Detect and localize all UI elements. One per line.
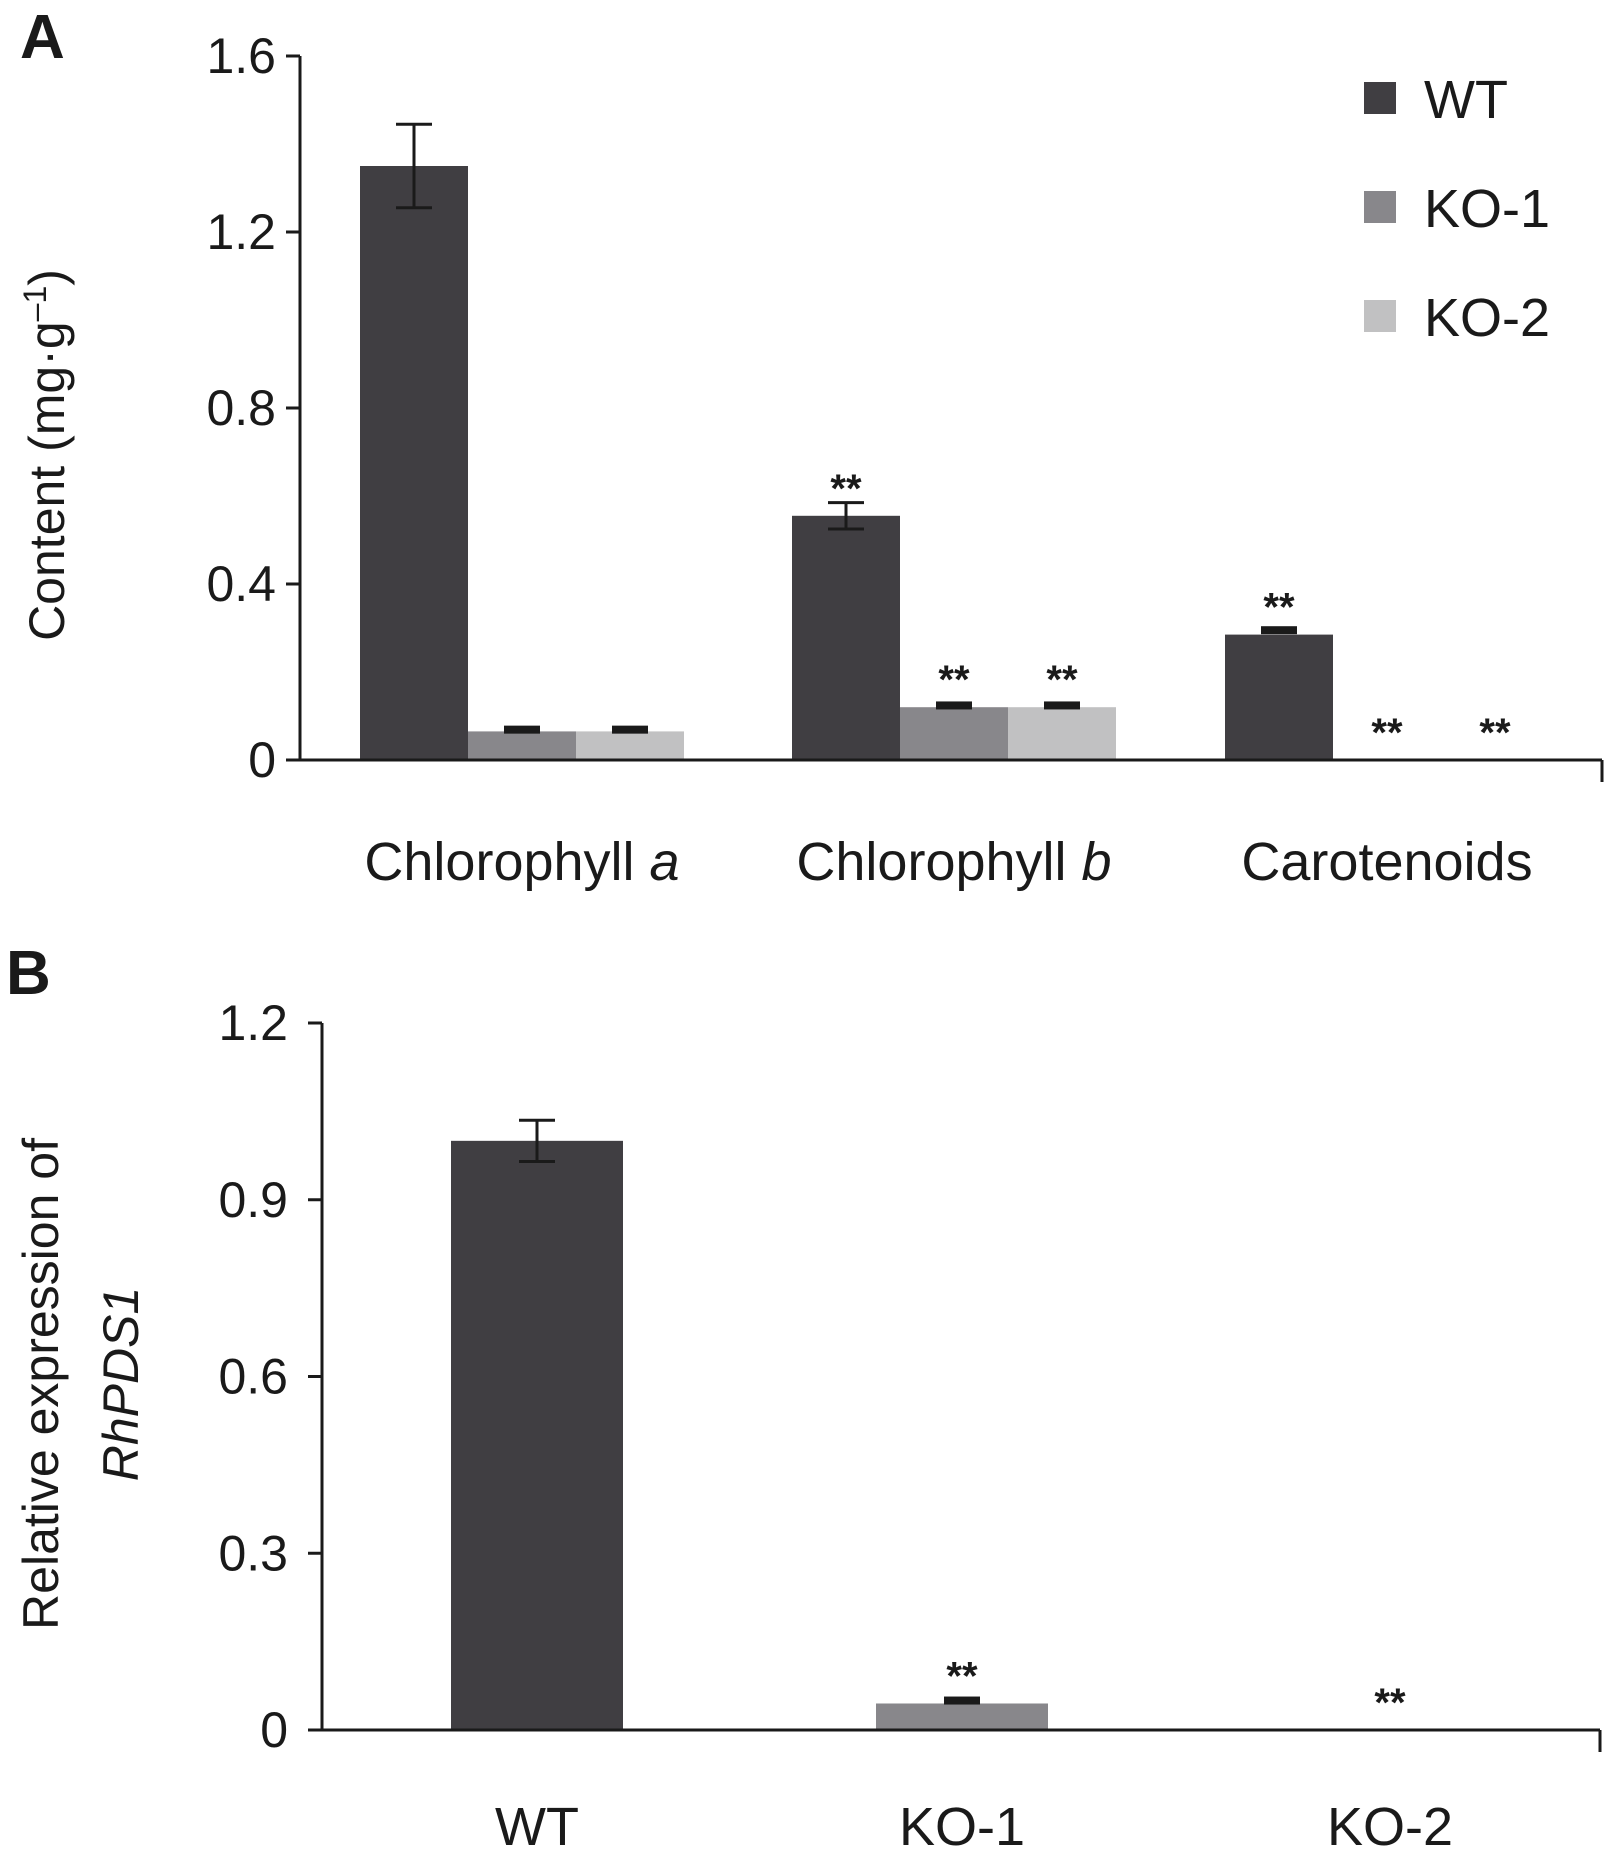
panel-b-y-tick-label: 0.3 [218,1525,288,1581]
panel-a-x-category-label-italic: a [650,832,680,892]
panel-a-significance-marker: ** [1263,586,1295,630]
panel-b-x-category-label: KO-1 [899,1797,1025,1849]
panel-a-significance-marker: ** [1371,711,1403,755]
panel-a-error-cap [504,725,540,734]
panel-a-bar [1008,707,1116,760]
panel-a-bar [792,515,900,760]
panel-b-y-axis-label-line1: Relative expression of [13,1138,69,1630]
panel-a-legend-label: KO-2 [1424,288,1550,348]
panel-a-y-axis-label-close: ) [19,269,75,286]
panel-b-chart: B Relative expression of RhPDS1 ** ** 0 0.… [6,939,1602,1849]
panel-b-bar [876,1703,1048,1730]
panel-a-error-cap [1261,626,1297,635]
panel-b-y-axis-label-line2: RhPDS1 [93,1287,149,1482]
panel-a-bar [576,731,684,760]
panel-a-bars: ** ** ** ** ** ** [360,122,1511,760]
panel-a-x-category-label: Chlorophyll b [796,832,1111,892]
panel-b-letter: B [6,939,51,1008]
panel-a-y-axis-label-sup: –1 [17,286,53,322]
panel-a-legend-label: WT [1424,70,1508,130]
panel-a-x-category-label: Carotenoids [1241,832,1532,892]
panel-a-bar [900,707,1008,760]
panel-b-y-tick-label: 0.9 [218,1172,288,1228]
panel-a-significance-marker: ** [938,658,970,702]
panel-a-y-tick-label: 0.8 [206,380,276,436]
panel-b-significance-marker: ** [946,1654,978,1698]
panel-b-bar [451,1140,623,1730]
panel-a-legend-swatch [1364,300,1396,332]
panel-a-error-cap [1044,701,1080,710]
panel-b-x-category-label: WT [495,1797,579,1849]
panel-a-legend: WT KO-1 KO-2 [1364,70,1550,348]
panel-a-bar [360,166,468,760]
panel-a-bar [468,731,576,760]
panel-a-y-axis-label-text: Content (mg·g [19,321,75,641]
panel-a-y-tick-label: 0.4 [206,556,276,612]
panel-b-error-cap [944,1696,980,1705]
panel-a-x-category-label-text: Chlorophyll [796,832,1081,892]
panel-a-y-axis-label: Content (mg·g–1) [17,269,75,641]
panel-a-legend-swatch [1364,82,1396,114]
panel-b-y-tick-label: 0.6 [218,1349,288,1405]
panel-a-legend-swatch [1364,191,1396,223]
panel-a-error-cap [936,701,972,710]
panel-a-y-tick-label: 1.2 [206,204,276,260]
panel-a-letter: A [20,3,65,72]
panel-a-x-category-label-text: Carotenoids [1241,832,1532,892]
panel-b-x-category-label: KO-2 [1327,1797,1453,1849]
panel-a-x-category-label-italic: b [1082,832,1112,892]
panel-a-legend-label: KO-1 [1424,179,1550,239]
panel-a-x-category-label: Chlorophyll a [364,832,679,892]
panel-a-significance-marker: ** [1046,658,1078,702]
panel-a-y-tick-label: 1.6 [206,28,276,84]
panel-a-significance-marker: ** [830,467,862,511]
panel-b-bars: ** ** [451,1118,1406,1730]
panel-b-axes: 0 0.3 0.6 0.9 1.2 WT KO-1 KO-2 [218,995,1602,1849]
panel-a-x-category-label-text: Chlorophyll [364,832,649,892]
panel-b-y-tick-label: 1.2 [218,995,288,1051]
panel-a-error-cap [612,725,648,734]
panel-a-bar [1225,634,1333,760]
panel-a-y-tick-label: 0 [248,732,276,788]
panel-b-y-tick-label: 0 [260,1702,288,1758]
panel-b-significance-marker: ** [1374,1681,1406,1725]
panel-a-significance-marker: ** [1479,711,1511,755]
